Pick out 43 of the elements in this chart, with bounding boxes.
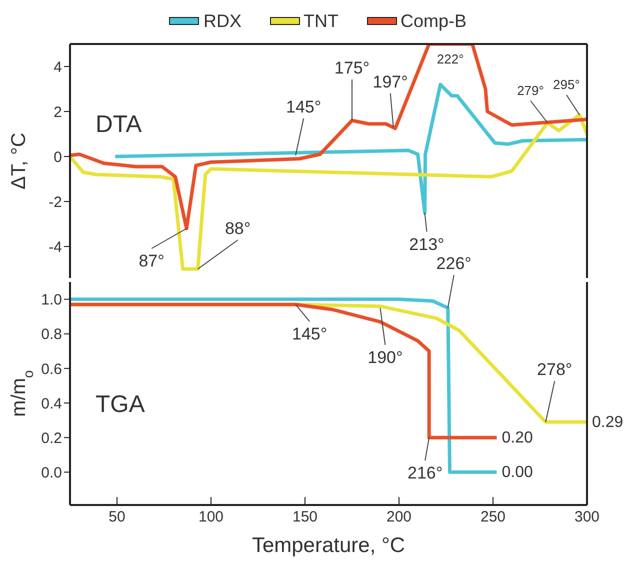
x-tick-label: 250	[480, 508, 506, 526]
x-tick-label: 200	[386, 508, 412, 526]
annotation: 175°	[334, 58, 370, 78]
annotation: 87°	[138, 252, 164, 270]
annotation: 197°	[372, 72, 408, 92]
line-series	[70, 113, 587, 271]
annotation: 0.00	[502, 464, 533, 482]
y-tick-label: 2	[54, 104, 62, 121]
x-tick-label: 150	[292, 508, 318, 526]
y-tick-label: 4	[54, 58, 62, 76]
y-tick-label: 0.6	[41, 360, 62, 378]
y-tick-label: -2	[48, 194, 62, 211]
x-tick-label: 100	[198, 508, 224, 526]
annotation: TGA	[96, 390, 145, 419]
legend-label: Comp-B	[400, 10, 467, 32]
y-tick-label: 0.8	[41, 326, 62, 344]
annotation: 88°	[224, 219, 251, 238]
annotation: 190°	[368, 348, 403, 367]
annotation: DTA	[96, 111, 142, 140]
annotation: 226°	[436, 254, 472, 273]
x-tick-label: 50	[108, 508, 126, 526]
y-tick-label: 0.4	[41, 395, 62, 412]
legend-label: RDX	[203, 10, 242, 32]
annotation: 216°	[407, 464, 443, 483]
x-tick-label: 300	[574, 508, 600, 526]
annotation: 145°	[292, 324, 328, 344]
annotation: 295°	[553, 76, 580, 92]
y-tick-label: 0	[54, 148, 62, 166]
y-axis-title: ΔT, °C	[8, 132, 30, 190]
annotation: 213°	[409, 234, 444, 254]
annotation: 145°	[286, 97, 322, 116]
line-series	[70, 302, 499, 440]
annotation: 279°	[517, 82, 544, 98]
y-tick-label: 0.0	[41, 464, 62, 482]
legend-label: TNT	[304, 10, 338, 32]
y-tick-label: -4	[48, 238, 62, 256]
annotation: 278°	[537, 360, 572, 380]
y-tick-label: 0.2	[41, 430, 62, 447]
annotation: 0.20	[502, 430, 533, 447]
annotation: 0.29	[592, 414, 624, 432]
annotation: 222°	[436, 52, 464, 66]
x-axis-title: Temperature, °C	[252, 534, 406, 557]
y-tick-label: 1.0	[41, 292, 62, 309]
